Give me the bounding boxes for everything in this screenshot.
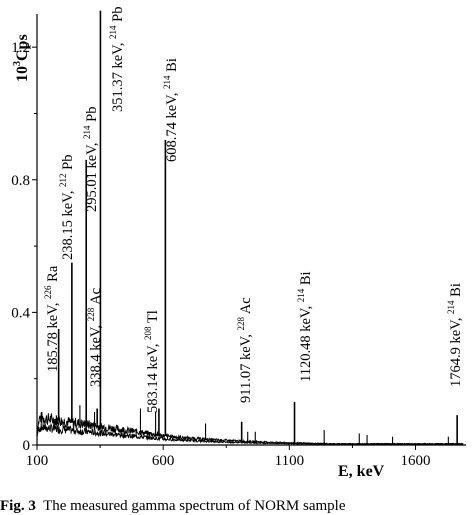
- peak-label-element: Bi: [164, 58, 180, 75]
- peak-label-mass: 226: [43, 285, 53, 299]
- peak-label-element: Ra: [45, 265, 61, 285]
- ticks-layer: 100 600 1100 1600 0 0.4 0.8 1.2: [11, 40, 430, 469]
- peak-label-mass: 208: [143, 326, 153, 340]
- peak-label-element: Tl: [145, 310, 161, 326]
- peak-label-element: Ac: [238, 297, 254, 317]
- x-tick-label-2: 1100: [275, 453, 304, 469]
- peak-label-8: 1120.48 keV, 214 Bi: [296, 271, 314, 382]
- peak-label-energy: 295.01 keV,: [84, 139, 100, 212]
- peak-label-mass: 214: [162, 75, 172, 89]
- peak-label-element: Bi: [448, 283, 464, 300]
- peak-label-element: Pb: [84, 107, 100, 126]
- peak-label-mass: 214: [296, 288, 306, 302]
- y-axis-title-unit: Cps: [14, 34, 31, 61]
- figure-caption: Fig. 3 The measured gamma spectrum of NO…: [0, 497, 474, 515]
- y-tick-label-2: 0.8: [11, 173, 30, 189]
- spectrum-trace-lower: [36, 422, 464, 446]
- peak-label-mass: 214: [108, 25, 118, 39]
- peak-label-energy: 185.78 keV,: [45, 299, 61, 372]
- peak-label-mass: 228: [86, 307, 96, 321]
- peak-label-0: 185.78 keV, 226 Ra: [43, 265, 61, 372]
- x-axis-title: E, keV: [338, 463, 385, 480]
- peak-label-mass: 228: [236, 317, 246, 331]
- y-axis-title-base: 10: [14, 66, 31, 82]
- axes-layer: [36, 14, 466, 446]
- peak-label-element: Bi: [298, 271, 314, 288]
- peak-label-energy: 1764.9 keV,: [448, 314, 464, 387]
- peak-label-energy: 608.74 keV,: [164, 89, 180, 162]
- peak-label-energy: 351.37 keV,: [110, 39, 126, 112]
- peak-label-mass: 214: [446, 300, 456, 314]
- peak-label-energy: 583.14 keV,: [145, 340, 161, 413]
- peak-label-energy: 911.07 keV,: [238, 331, 254, 404]
- y-tick-label-3: 1.2: [11, 40, 30, 56]
- y-tick-label-0: 0: [23, 438, 31, 454]
- peak-label-element: Pb: [110, 7, 126, 26]
- peak-label-mass: 214: [82, 125, 92, 139]
- peak-label-6: 608.74 keV, 214 Bi: [162, 58, 180, 162]
- y-axis-title: 103Cps: [12, 34, 31, 82]
- peak-label-element: Ac: [88, 288, 104, 308]
- peak-label-1: 238.15 keV, 212 Pb: [58, 155, 76, 261]
- peak-label-2: 295.01 keV, 214 Pb: [82, 107, 100, 213]
- peak-label-3: 338.4 keV, 228 Ac: [86, 288, 104, 387]
- peak-label-energy: 238.15 keV,: [60, 187, 76, 260]
- figure-caption-text: The measured gamma spectrum of NORM samp…: [43, 498, 346, 514]
- y-axis-title-exponent: 3: [12, 61, 23, 66]
- peak-label-energy: 338.4 keV,: [88, 321, 104, 387]
- peak-label-5: 583.14 keV, 208 Tl: [143, 310, 161, 413]
- x-tick-label-3: 1600: [401, 453, 431, 469]
- x-tick-label-0: 100: [26, 453, 49, 469]
- peak-label-4: 351.37 keV, 214 Pb: [108, 7, 126, 113]
- peak-label-energy: 1120.48 keV,: [298, 302, 314, 382]
- figure-caption-label: Fig. 3: [0, 498, 36, 514]
- peak-label-element: Pb: [60, 155, 76, 174]
- spectrum-layer: [36, 10, 464, 446]
- x-tick-label-1: 600: [152, 453, 175, 469]
- y-tick-label-1: 0.4: [11, 305, 30, 321]
- peak-label-9: 1764.9 keV, 214 Bi: [446, 283, 464, 387]
- peak-label-7: 911.07 keV, 228 Ac: [236, 297, 254, 403]
- peak-label-mass: 212: [58, 173, 68, 187]
